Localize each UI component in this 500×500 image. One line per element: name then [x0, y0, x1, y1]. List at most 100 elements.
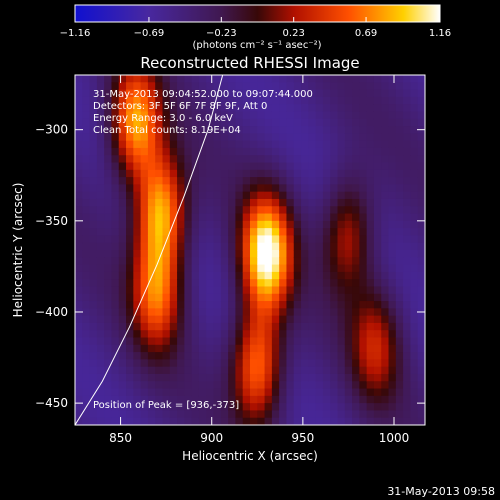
heatmap-cell [133, 359, 142, 368]
heatmap-cell [198, 293, 207, 302]
heatmap-cell [322, 403, 331, 411]
heatmap-cell [235, 147, 244, 156]
heatmap-cell [381, 395, 390, 404]
heatmap-cell [169, 75, 178, 83]
heatmap-cell [264, 395, 273, 404]
heatmap-cell [373, 337, 382, 346]
heatmap-cell [279, 111, 287, 120]
heatmap-cell [279, 104, 287, 112]
heatmap-cell [96, 133, 105, 142]
heatmap-cell [242, 381, 251, 390]
heatmap-cell [330, 388, 338, 397]
heatmap-cell [133, 206, 142, 215]
heatmap-cell [279, 330, 287, 338]
solar-limb [75, 75, 224, 425]
heatmap-cell [344, 271, 353, 280]
heatmap-cell [184, 126, 193, 134]
heatmap-cell [330, 337, 338, 346]
heatmap-cell [264, 140, 273, 149]
heatmap-cell [286, 177, 295, 185]
heatmap-cell [184, 118, 193, 127]
heatmap-cell [235, 286, 244, 295]
heatmap-cell [242, 410, 251, 419]
heatmap-cell [322, 344, 331, 353]
heatmap-cell [264, 366, 273, 375]
heatmap-cell [235, 133, 244, 142]
heatmap-cell [395, 184, 404, 193]
heatmap-cell [96, 75, 105, 83]
heatmap-cell [308, 242, 317, 251]
heatmap-cell [322, 315, 331, 324]
heatmap-cell [286, 337, 295, 346]
heatmap-cell [395, 250, 404, 258]
heatmap-cell [352, 118, 360, 127]
heatmap-cell [169, 250, 178, 258]
heatmap-cell [293, 155, 302, 163]
heatmap-cell [410, 75, 419, 83]
heatmap-cell [147, 242, 156, 251]
heatmap-cell [381, 271, 390, 280]
heatmap-cell [337, 286, 346, 295]
heatmap-cell [279, 228, 287, 236]
heatmap-cell [104, 257, 112, 266]
heatmap-cell [162, 279, 171, 287]
heatmap-cell [96, 286, 105, 295]
heatmap-cell [133, 286, 142, 295]
heatmap-cell [337, 104, 346, 112]
heatmap-cell [104, 315, 112, 324]
heatmap-cell [198, 213, 207, 222]
heatmap-cell [89, 206, 98, 215]
heatmap-cell [184, 242, 193, 251]
heatmap-cell [118, 104, 127, 112]
heatmap-cell [118, 82, 127, 91]
heatmap-cell [381, 373, 390, 382]
heatmap-cell [264, 271, 273, 280]
heatmap-cell [417, 301, 425, 309]
heatmap-cell [104, 111, 112, 120]
x-tick-label: 850 [109, 431, 132, 445]
heatmap-cell [82, 337, 91, 346]
heatmap-cell [279, 140, 287, 149]
heatmap-cell [308, 257, 317, 266]
heatmap-cell [410, 301, 419, 309]
heatmap-cell [337, 147, 346, 156]
heatmap-cell [162, 250, 171, 258]
heatmap-cell [191, 147, 200, 156]
heatmap-cell [184, 177, 193, 185]
heatmap-cell [366, 264, 375, 273]
heatmap-cell [279, 395, 287, 404]
heatmap-cell [228, 177, 236, 185]
heatmap-cell [417, 242, 425, 251]
heatmap-cell [301, 330, 309, 338]
heatmap-cell [381, 191, 390, 200]
heatmap-cell [177, 359, 185, 368]
heatmap-cell [381, 198, 390, 207]
heatmap-cell [381, 147, 390, 156]
heatmap-cell [344, 344, 353, 353]
heatmap-cell [140, 286, 149, 295]
heatmap-cell [257, 279, 266, 287]
heatmap-cell [286, 403, 295, 411]
heatmap-cell [118, 403, 127, 411]
heatmap-cell [250, 220, 258, 229]
heatmap-cell [279, 82, 287, 91]
heatmap-cell [352, 395, 360, 404]
heatmap-cell [206, 322, 215, 331]
heatmap-cell [82, 147, 91, 156]
heatmap-cell [293, 184, 302, 193]
heatmap-cell [133, 213, 142, 222]
heatmap-cell [162, 322, 171, 331]
heatmap-cell [111, 82, 120, 91]
heatmap-cell [293, 359, 302, 368]
heatmap-cell [330, 96, 338, 105]
heatmap-cell [344, 82, 353, 91]
heatmap-cell [395, 235, 404, 244]
heatmap-cell [308, 322, 317, 331]
heatmap-cell [381, 344, 390, 353]
heatmap-cell [417, 344, 425, 353]
heatmap-cell [308, 75, 317, 83]
heatmap-cell [279, 344, 287, 353]
heatmap-cell [111, 388, 120, 397]
heatmap-cell [308, 410, 317, 419]
heatmap-cell [235, 213, 244, 222]
